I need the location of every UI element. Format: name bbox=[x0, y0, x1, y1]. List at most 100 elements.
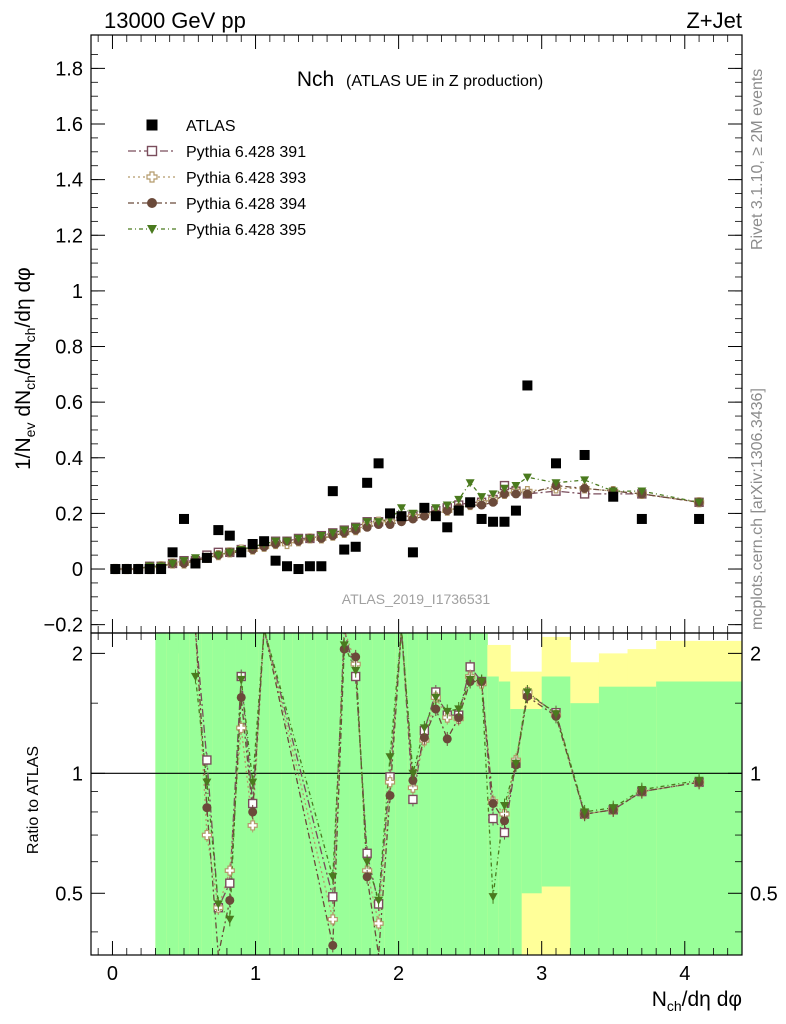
legend-entry: ATLAS bbox=[146, 118, 236, 135]
ratio-point-pythia-2 bbox=[384, 777, 396, 788]
ratio-point-pythia-1 bbox=[202, 755, 212, 765]
ratio-point-pythia-3 bbox=[236, 692, 246, 702]
main-point-pythia-4 bbox=[465, 479, 475, 488]
ratio-point-pythia-1 bbox=[488, 813, 498, 824]
ratio-band-green bbox=[598, 686, 629, 955]
ratio-band-green bbox=[246, 633, 259, 955]
ratio-series-line-2 bbox=[194, 633, 700, 924]
ratio-point-pythia-4 bbox=[248, 778, 258, 787]
ratio-point-pythia-4 bbox=[442, 707, 452, 716]
ratio-point-pythia-4 bbox=[477, 677, 487, 687]
ratio-point-pythia-3 bbox=[408, 775, 418, 785]
ratio-point-pythia-2 bbox=[236, 722, 247, 734]
main-y-tick-label: 1.2 bbox=[55, 225, 83, 247]
ratio-point-pythia-3 bbox=[362, 872, 372, 882]
ratio-y-tick-label: 2 bbox=[72, 643, 83, 665]
main-point-atlas bbox=[110, 564, 121, 575]
ratio-point-pythia-4 bbox=[225, 915, 235, 924]
ratio-point-pythia-2 bbox=[327, 914, 338, 925]
main-point-atlas bbox=[499, 516, 510, 527]
main-point-pythia-4 bbox=[477, 493, 487, 502]
main-y-tick-label: −0.2 bbox=[44, 615, 83, 637]
ratio-band-green bbox=[338, 633, 351, 955]
main-point-atlas bbox=[522, 380, 533, 391]
main-point-atlas bbox=[224, 530, 235, 541]
mcplots-label: mcplots.cern.ch [arXiv:1306.3436] bbox=[749, 388, 766, 630]
main-point-atlas bbox=[247, 538, 258, 549]
ratio-band-green bbox=[189, 633, 202, 955]
main-y-tick-label: 1.4 bbox=[55, 170, 83, 192]
ratio-band-green bbox=[441, 633, 454, 955]
ratio-point-pythia-2 bbox=[201, 829, 212, 841]
main-point-pythia-3 bbox=[477, 500, 487, 510]
ratio-point-pythia-3 bbox=[351, 652, 361, 662]
ratio-point-pythia-2 bbox=[373, 918, 384, 929]
main-point-pythia-4 bbox=[551, 479, 561, 488]
main-y-axis-label: 1/Nev dNch/dNch/dη dφ bbox=[12, 267, 38, 470]
ratio-point-pythia-3 bbox=[499, 816, 509, 826]
analysis-watermark: ATLAS_2019_I1736531 bbox=[342, 591, 491, 607]
ratio-band-green bbox=[570, 703, 600, 955]
main-point-pythia-4 bbox=[351, 523, 361, 532]
main-point-atlas bbox=[385, 508, 396, 519]
ratio-point-pythia-4 bbox=[465, 675, 475, 684]
ratio-band-green bbox=[212, 633, 225, 955]
main-y-tick-label: 1.6 bbox=[55, 114, 83, 136]
ratio-point-pythia-4 bbox=[522, 688, 532, 697]
ratio-point-pythia-1 bbox=[328, 892, 338, 902]
main-y-tick-label: 0.6 bbox=[55, 392, 83, 414]
ratio-point-pythia-2 bbox=[224, 865, 235, 876]
ratio-point-pythia-4 bbox=[374, 896, 384, 905]
ratio-band-green bbox=[395, 633, 408, 955]
ratio-point-pythia-3 bbox=[419, 733, 429, 743]
ratio-band-green bbox=[627, 686, 657, 955]
ratio-point-pythia-4 bbox=[608, 804, 618, 813]
ratio-point-pythia-1 bbox=[499, 827, 510, 838]
main-point-pythia-3 bbox=[385, 520, 395, 530]
x-axis-label: Nch/dη dφ bbox=[652, 988, 742, 1014]
ratio-band-green bbox=[349, 633, 362, 955]
main-point-atlas bbox=[339, 544, 350, 555]
ratio-band-green bbox=[430, 633, 443, 955]
main-point-atlas bbox=[167, 547, 178, 558]
main-point-atlas bbox=[304, 561, 315, 572]
main-point-atlas bbox=[144, 564, 155, 575]
main-point-pythia-4 bbox=[168, 559, 178, 568]
main-y-tick-label: 1 bbox=[72, 281, 83, 303]
main-point-atlas bbox=[465, 497, 476, 508]
main-point-pythia-4 bbox=[293, 534, 303, 543]
ratio-y-tick-label-right: 2 bbox=[750, 643, 761, 665]
legend-marker bbox=[146, 145, 158, 157]
main-point-pythia-4 bbox=[431, 504, 441, 513]
ratio-band-green bbox=[155, 633, 168, 955]
main-point-pythia-4 bbox=[225, 548, 235, 557]
x-tick-label: 4 bbox=[679, 963, 690, 985]
ratio-band-green bbox=[224, 633, 237, 955]
ratio-point-pythia-4 bbox=[551, 710, 561, 719]
ratio-series-line-3 bbox=[194, 633, 700, 955]
x-tick-label: 2 bbox=[393, 963, 404, 985]
main-point-pythia-4 bbox=[608, 487, 618, 496]
ratio-point-pythia-4 bbox=[385, 753, 395, 762]
legend-entry: Pythia 6.428 394 bbox=[128, 196, 306, 213]
ratio-point-pythia-4 bbox=[328, 873, 338, 882]
ratio-band-green bbox=[315, 633, 328, 955]
ratio-band-green bbox=[269, 633, 282, 955]
main-point-pythia-4 bbox=[362, 518, 372, 527]
main-point-pythia-4 bbox=[408, 509, 418, 518]
ratio-band-green bbox=[510, 709, 523, 955]
x-tick-label: 3 bbox=[536, 963, 547, 985]
main-y-tick-label: 0.8 bbox=[55, 337, 83, 359]
ratio-point-pythia-2 bbox=[407, 782, 419, 793]
main-point-atlas bbox=[396, 511, 407, 522]
legend-label: Pythia 6.428 395 bbox=[186, 222, 306, 239]
ratio-point-pythia-4 bbox=[431, 693, 441, 702]
process-label: Z+Jet bbox=[686, 8, 742, 33]
ratio-band-green bbox=[201, 633, 214, 955]
ratio-band-green bbox=[521, 709, 543, 894]
ratio-point-pythia-4 bbox=[351, 667, 361, 676]
ratio-point-pythia-3 bbox=[431, 704, 441, 714]
main-point-pythia-4 bbox=[499, 484, 509, 493]
legend-marker bbox=[146, 171, 158, 183]
